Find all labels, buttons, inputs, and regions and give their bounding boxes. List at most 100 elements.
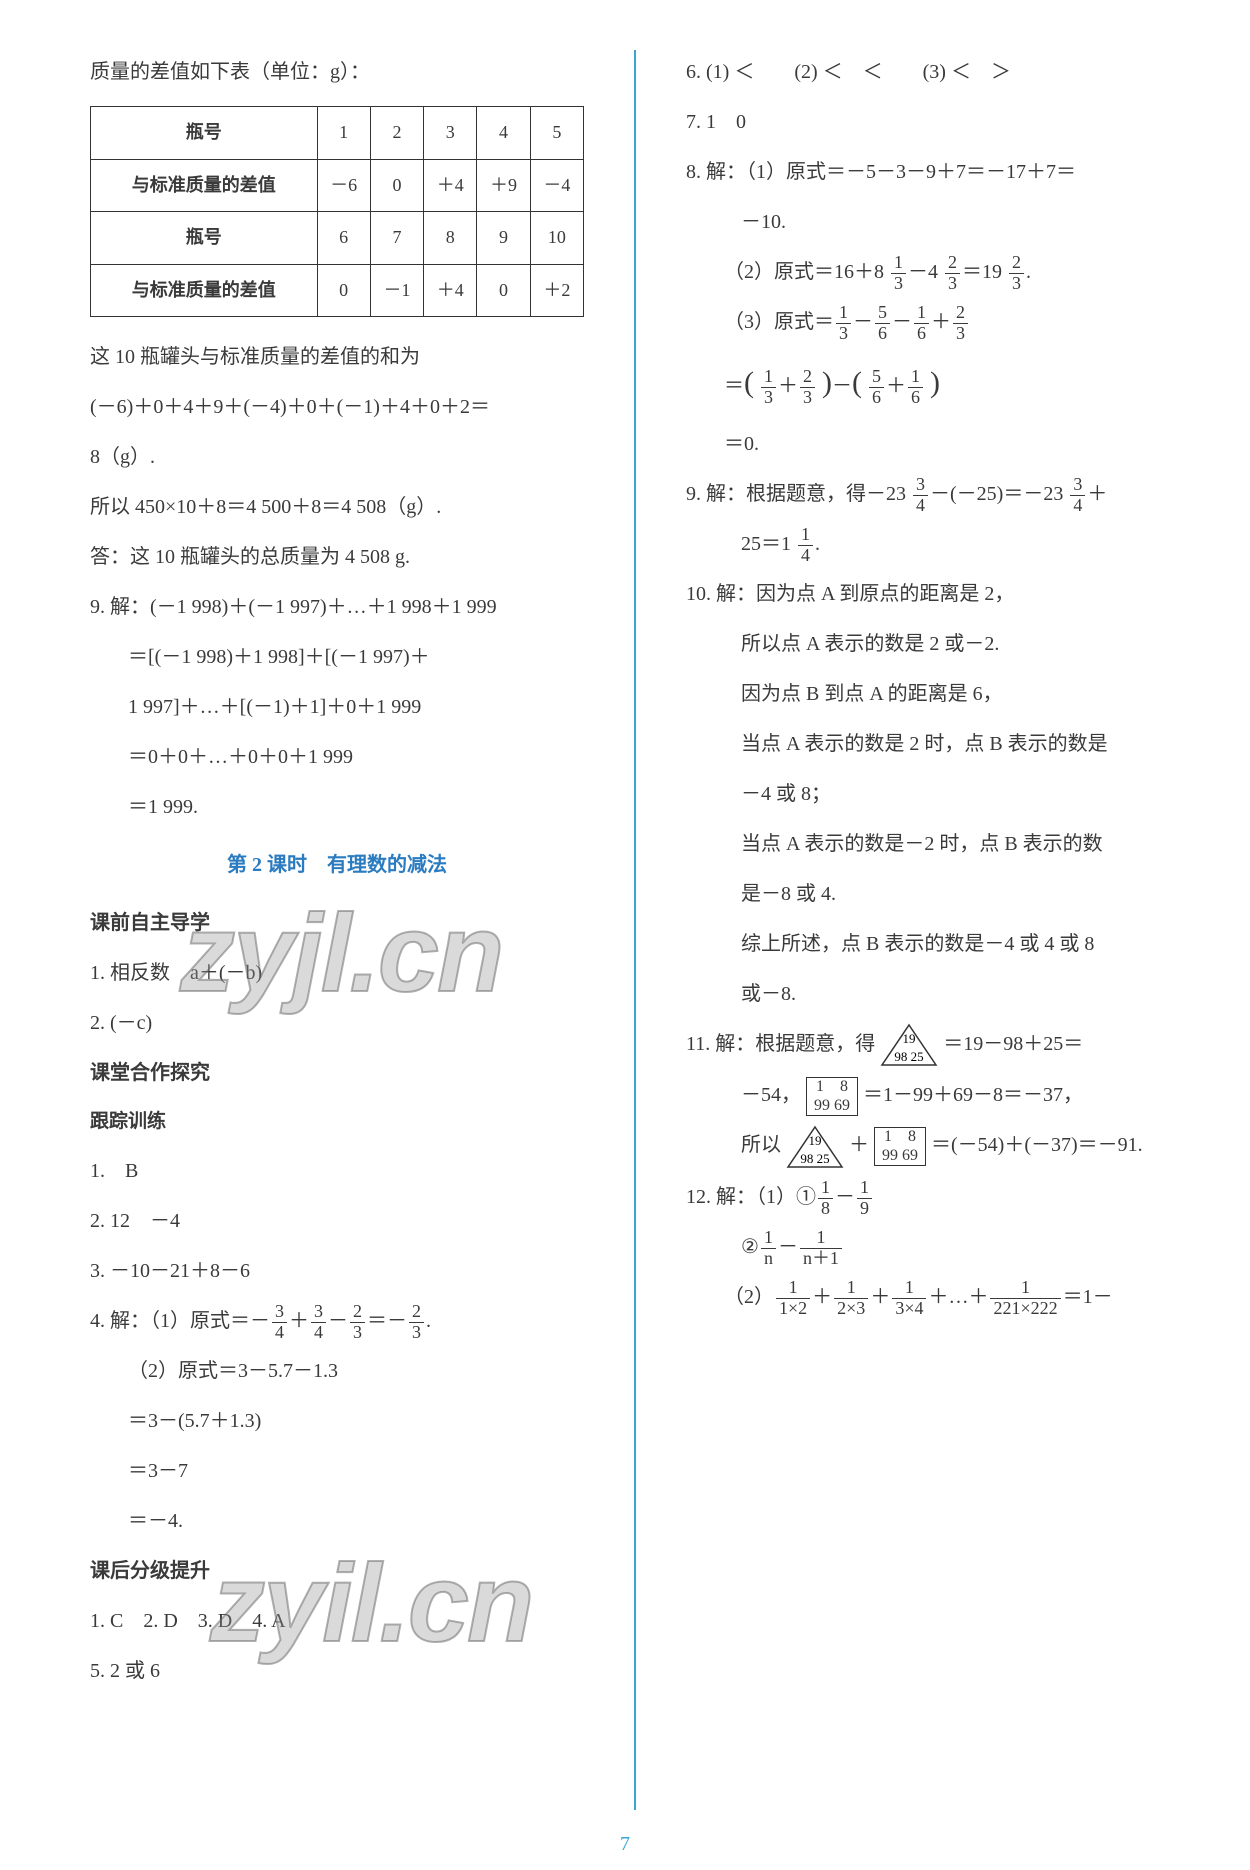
answer-line: 1. 相反数 a＋(－b)	[90, 951, 584, 995]
table-cell: 10	[530, 212, 583, 265]
answer-line: 1. C 2. D 3. D 4. A	[90, 1599, 584, 1643]
fraction: 1n＋1	[800, 1228, 842, 1269]
q11-line: 11. 解：根据题意，得 1998 25 ＝19－98＋25＝	[686, 1022, 1180, 1067]
table-cell: 8	[424, 212, 477, 265]
section-heading: 课堂合作探究	[90, 1051, 584, 1095]
table-cell: ＋4	[424, 264, 477, 317]
text: 答：这 10 瓶罐头的总质量为 4 508 g.	[90, 535, 584, 579]
triangle-icon: 19 98 25	[880, 1023, 938, 1067]
q8c-line: ＝0.	[686, 422, 1180, 466]
q8b-line: （2）原式＝16＋8 13－4 23＝19 23.	[686, 250, 1180, 294]
text: .	[426, 1310, 431, 1332]
text: ＝(－54)＋(－37)＝－91.	[931, 1134, 1143, 1156]
difference-table: 瓶号 1 2 3 4 5 与标准质量的差值 －6 0 ＋4 ＋9 －4 瓶号 6…	[90, 106, 584, 317]
q4-step: ＝－4.	[90, 1499, 584, 1543]
table-header: 与标准质量的差值	[91, 159, 318, 212]
lesson-title: 第 2 课时 有理数的减法	[90, 843, 584, 887]
text: ②	[741, 1236, 759, 1258]
answer-line: 2. 12 －4	[90, 1199, 584, 1243]
q10-line: 因为点 B 到点 A 的距离是 6，	[686, 672, 1180, 716]
fraction: 23	[800, 367, 815, 408]
text: 质量的差值如下表（单位：g）：	[90, 50, 584, 94]
answer-line: 6. (1) ＜ (2) ＜ ＜ (3) ＜ ＞	[686, 50, 1180, 94]
q10-line: 综上所述，点 B 表示的数是－4 或 4 或 8	[686, 922, 1180, 966]
q9-line: 25＝1 14.	[686, 522, 1180, 566]
q8c-line: ＝( 13＋23 )－( 56＋16 )	[686, 350, 1180, 416]
q8-line: －10.	[686, 200, 1180, 244]
svg-text:19: 19	[809, 1133, 822, 1148]
table-cell: ＋4	[424, 159, 477, 212]
table-cell: ＋9	[477, 159, 530, 212]
q4-line: 4. 解：（1）原式＝－34＋34－23＝－23.	[90, 1299, 584, 1343]
table-cell: 0	[317, 264, 370, 317]
table-header: 瓶号	[91, 107, 318, 160]
q10-line: 当点 A 表示的数是－2 时，点 B 表示的数	[686, 822, 1180, 866]
table-cell: 0	[370, 159, 423, 212]
text: 9. 解：根据题意，得－23	[686, 483, 906, 505]
fraction: 13	[761, 367, 776, 408]
fraction: 23	[409, 1302, 424, 1343]
table-cell: 2	[370, 107, 423, 160]
q9-line: 9. 解：根据题意，得－23 34－(－25)＝－23 34＋	[686, 472, 1180, 516]
text: 12. 解：（1）①	[686, 1186, 816, 1208]
fraction: 11×2	[776, 1278, 810, 1319]
q9-step: ＝[(－1 998)＋1 998]＋[(－1 997)＋	[90, 635, 584, 679]
text: 25＝1	[741, 533, 791, 555]
q4-step: ＝3－7	[90, 1449, 584, 1493]
text: 4. 解：（1）原式＝	[90, 1310, 250, 1332]
fraction: 34	[913, 475, 928, 516]
q8-line: 8. 解：（1）原式＝－5－3－9＋7＝－17＋7＝	[686, 150, 1180, 194]
svg-text:19: 19	[903, 1031, 916, 1046]
q9-step: ＝0＋0＋…＋0＋0＋1 999	[90, 735, 584, 779]
q10-line: 或－8.	[686, 972, 1180, 1016]
left-column: 质量的差值如下表（单位：g）： 瓶号 1 2 3 4 5 与标准质量的差值 －6…	[90, 50, 584, 1810]
table-cell: －4	[530, 159, 583, 212]
text: 所以	[741, 1134, 781, 1156]
table-cell: 9	[477, 212, 530, 265]
right-column: 6. (1) ＜ (2) ＜ ＜ (3) ＜ ＞ 7. 1 0 8. 解：（1）…	[686, 50, 1180, 1810]
fraction: 13	[836, 303, 851, 344]
q11-line: －54， 1 8 99 69 ＝1－99＋69－8＝－37，	[686, 1073, 1180, 1117]
fraction: 1n	[761, 1228, 776, 1269]
q9-step: ＝1 999.	[90, 785, 584, 829]
square-icon: 1 8 99 69	[874, 1127, 926, 1166]
svg-text:98 25: 98 25	[800, 1151, 829, 1166]
fraction: 56	[869, 367, 884, 408]
q8c-line: （3）原式＝13－56－16＋23	[686, 300, 1180, 344]
q10-line: 当点 A 表示的数是 2 时，点 B 表示的数是	[686, 722, 1180, 766]
text: ＝1－99＋69－8＝－37，	[863, 1084, 1083, 1106]
text: ＝	[724, 375, 744, 397]
q12-line: 12. 解：（1）①18－19	[686, 1175, 1180, 1219]
triangle-icon: 19 98 25	[786, 1125, 844, 1169]
fraction: 16	[908, 367, 923, 408]
q9-step: 1 997]＋…＋[(－1)＋1]＋0＋1 999	[90, 685, 584, 729]
fraction: 34	[311, 1302, 326, 1343]
q10-line: －4 或 8；	[686, 772, 1180, 816]
text: 所以 450×10＋8＝4 500＋8＝4 508（g）.	[90, 485, 584, 529]
q10-line: 所以点 A 表示的数是 2 或－2.	[686, 622, 1180, 666]
fraction: 23	[350, 1302, 365, 1343]
square-icon: 1 8 99 69	[806, 1077, 858, 1116]
table-cell: 1	[317, 107, 370, 160]
fraction: 1221×222	[990, 1278, 1060, 1319]
text: （2）	[724, 1286, 774, 1308]
table-cell: 0	[477, 264, 530, 317]
text: (－6)＋0＋4＋9＋(－4)＋0＋(－1)＋4＋0＋2＝	[90, 385, 584, 429]
q9-step: 9. 解：(－1 998)＋(－1 997)＋…＋1 998＋1 999	[90, 585, 584, 629]
svg-text:98 25: 98 25	[895, 1049, 924, 1064]
answer-line: 5. 2 或 6	[90, 1649, 584, 1693]
answer-line: 7. 1 0	[686, 100, 1180, 144]
fraction: 23	[945, 253, 960, 294]
table-cell: 6	[317, 212, 370, 265]
answer-line: 3. －10－21＋8－6	[90, 1249, 584, 1293]
text: －4	[908, 261, 938, 283]
text: －(－25)＝－23	[930, 483, 1063, 505]
fraction: 18	[818, 1178, 833, 1219]
text: －54，	[741, 1084, 801, 1106]
fraction: 16	[914, 303, 929, 344]
table-header: 瓶号	[91, 212, 318, 265]
column-divider	[634, 50, 636, 1810]
fraction: 12×3	[834, 1278, 868, 1319]
fraction: 34	[272, 1302, 287, 1343]
text: ＋	[1087, 483, 1107, 505]
